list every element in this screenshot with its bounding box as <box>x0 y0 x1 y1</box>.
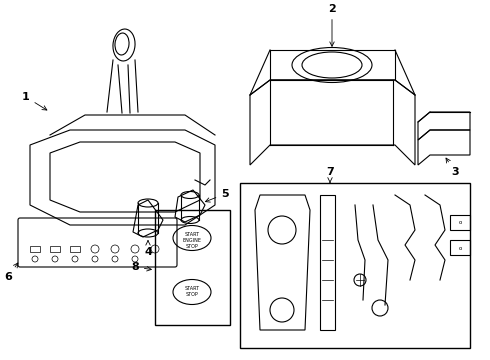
Text: STOP: STOP <box>186 243 198 248</box>
Text: ENGINE: ENGINE <box>182 238 201 243</box>
Text: STOP: STOP <box>186 292 198 297</box>
Bar <box>50 246 60 252</box>
Text: 1: 1 <box>22 92 47 110</box>
Bar <box>70 246 80 252</box>
Text: o: o <box>458 220 462 225</box>
Bar <box>450 215 470 230</box>
Bar <box>30 246 40 252</box>
Text: START: START <box>184 231 199 237</box>
Text: 4: 4 <box>144 241 152 257</box>
Bar <box>450 240 470 255</box>
Text: START: START <box>184 285 199 291</box>
Text: 6: 6 <box>4 263 18 282</box>
Text: 3: 3 <box>446 158 459 177</box>
Text: 2: 2 <box>328 4 336 46</box>
Text: 7: 7 <box>326 167 334 183</box>
Text: 8: 8 <box>131 262 151 272</box>
Text: o: o <box>458 246 462 251</box>
Text: 5: 5 <box>205 189 229 202</box>
